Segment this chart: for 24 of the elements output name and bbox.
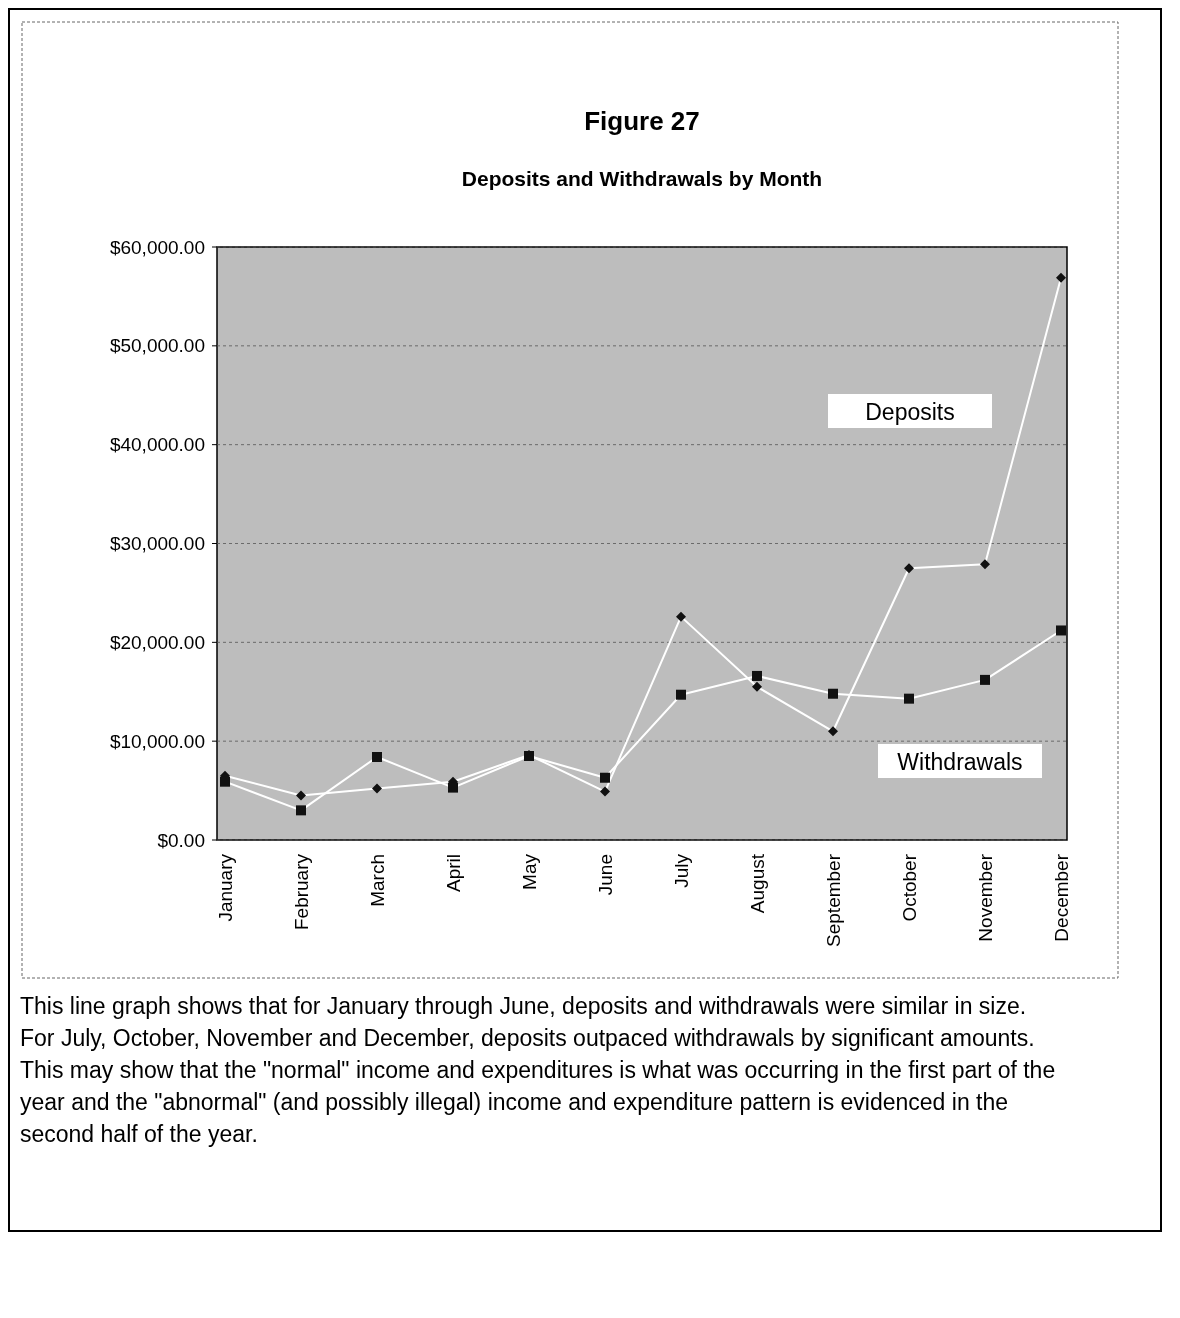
text: This line graph shows that for January through June, deposits and withdrawals were similar in size. For July, October, November and December, deposits outpaced withdrawals by significant amounts. This may show that the "normal" income and expenditures is what was occurring in the first part of the year and the "abnormal" (and possibly illegal) income and expenditure pattern is evidenced in the second half of the year. — [20, 992, 1057, 1149]
x-tick-label: January — [215, 853, 236, 922]
y-tick-label: $20,000.00 — [109, 631, 205, 653]
chart-title: Figure 27 — [584, 106, 700, 136]
x-tick-label: February — [291, 853, 312, 931]
x-tick-label: July — [671, 853, 692, 888]
x-tick-label: August — [747, 853, 768, 914]
x-tick-label: June — [595, 854, 616, 896]
series-label: Withdrawals — [897, 749, 1023, 776]
y-tick-label: $10,000.00 — [109, 730, 205, 752]
x-tick-label: April — [443, 854, 464, 893]
x-tick-label: March — [367, 854, 388, 907]
x-tick-label: December — [1051, 853, 1072, 942]
x-tick-label: May — [519, 853, 540, 890]
y-tick-label: $30,000.00 — [109, 533, 205, 555]
y-tick-label: $40,000.00 — [109, 434, 205, 456]
x-tick-label: October — [899, 853, 920, 922]
text: Deposits — [865, 399, 955, 426]
x-tick-label: November — [975, 853, 996, 942]
y-tick-label: $50,000.00 — [109, 335, 205, 357]
y-tick-label: $60,000.00 — [109, 236, 205, 258]
y-tick-label: $0.00 — [157, 829, 205, 851]
chart-subtitle: Deposits and Withdrawals by Month — [461, 167, 823, 190]
x-tick-label: September — [823, 853, 844, 947]
